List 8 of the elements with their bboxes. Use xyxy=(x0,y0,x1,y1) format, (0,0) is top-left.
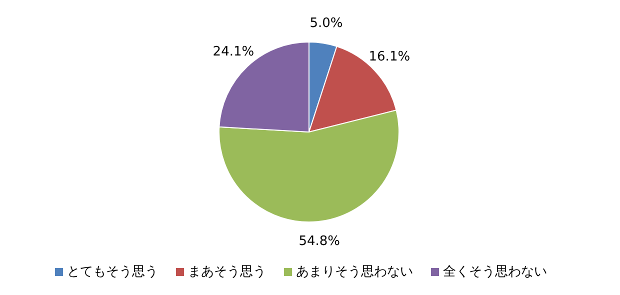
legend-label: 全くそう思わない xyxy=(443,264,547,280)
legend-label: とてもそう思う xyxy=(67,264,158,280)
legend-label: あまりそう思わない xyxy=(296,264,413,280)
data-label: 5.0% xyxy=(310,16,343,31)
legend-label: まあそう思う xyxy=(188,264,266,280)
data-label: 54.8% xyxy=(298,234,340,250)
data-label: 16.1% xyxy=(368,49,410,64)
data-label: 24.1% xyxy=(212,44,254,60)
